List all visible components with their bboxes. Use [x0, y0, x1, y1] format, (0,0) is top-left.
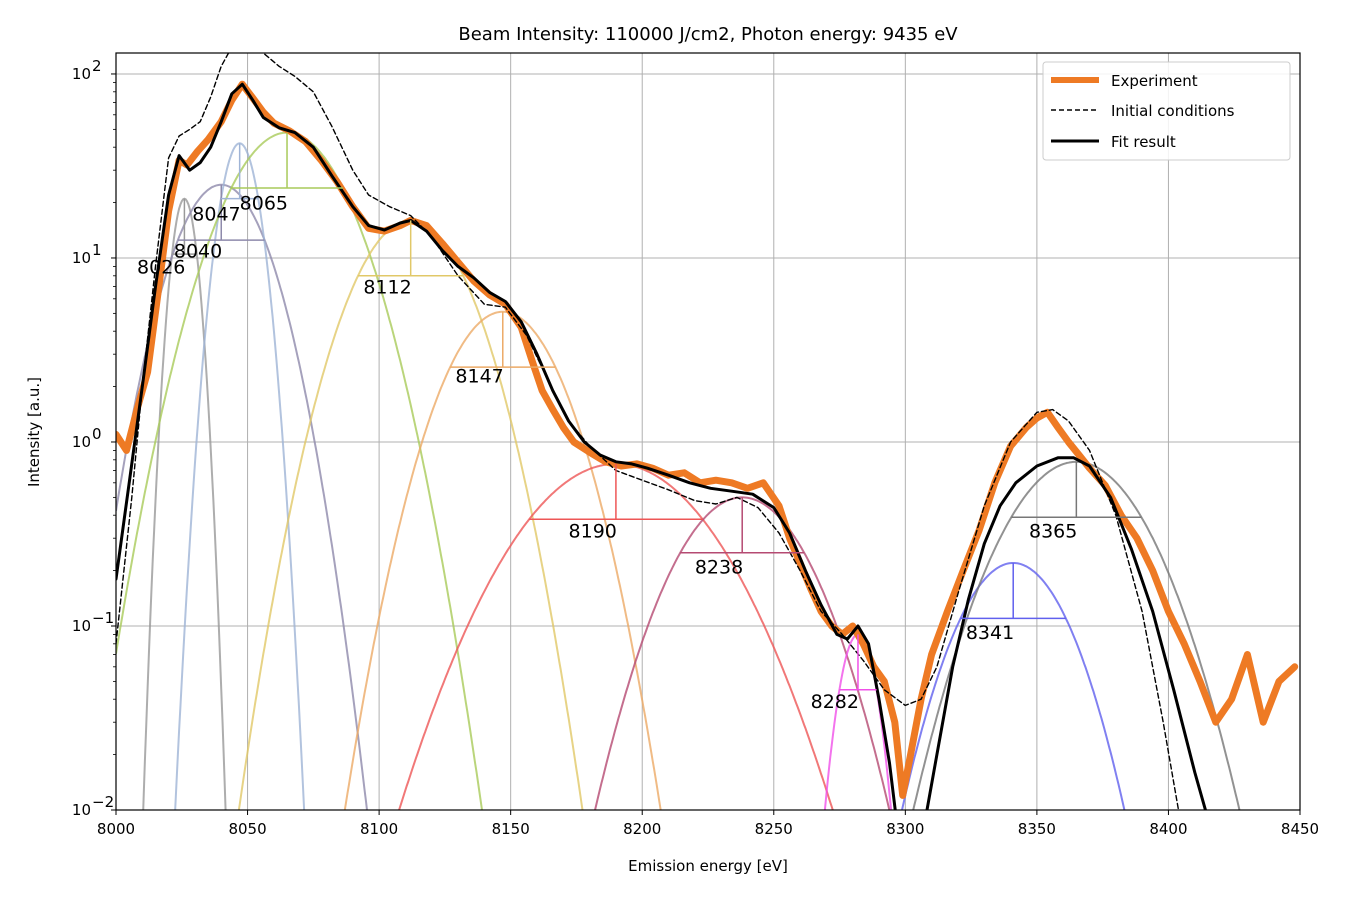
x-tick-label: 8050 [228, 820, 266, 838]
peak-label: 8112 [363, 276, 411, 298]
y-tick-exponent: 0 [92, 425, 102, 443]
series-layer [116, 53, 1299, 810]
peak-label: 8065 [240, 193, 288, 215]
legend-box [1042, 61, 1291, 161]
legend-label-fit: Fit result [1111, 133, 1176, 151]
peak-label: 8238 [695, 557, 743, 579]
peak-label: 8282 [811, 691, 859, 713]
y-tick-label: 10 [72, 801, 91, 819]
x-tick-label: 8000 [97, 820, 135, 838]
x-tick-label: 8250 [755, 820, 793, 838]
peak-label: 8026 [137, 256, 185, 278]
x-tick-label: 8150 [492, 820, 530, 838]
series-line [116, 82, 897, 810]
y-tick-label: 10 [72, 249, 91, 267]
ticks-layer: 8000 8050 8100 8150 8200 8250 8300 8350 8400 8450… [72, 57, 1319, 838]
y-tick-label: 10 [72, 433, 91, 451]
x-tick-label: 8200 [623, 820, 661, 838]
peak-label: 8190 [569, 521, 617, 543]
peak-label: 8040 [174, 240, 222, 262]
legend: Experiment Initial conditions Fit result [1042, 61, 1291, 161]
peak-label: 8047 [192, 203, 240, 225]
x-tick-label: 8100 [360, 820, 398, 838]
x-tick-label: 8350 [1018, 820, 1056, 838]
x-tick-label: 8400 [1149, 820, 1187, 838]
peak-label: 8365 [1029, 521, 1077, 543]
peak-label: 8341 [966, 622, 1014, 644]
y-tick-exponent: 2 [92, 57, 102, 75]
x-tick-label: 8450 [1281, 820, 1319, 838]
chart-title: Beam Intensity: 110000 J/cm2, Photon ene… [458, 24, 958, 45]
series-line [116, 80, 1299, 799]
y-tick-label: 10 [72, 617, 91, 635]
legend-label-initial: Initial conditions [1111, 102, 1235, 120]
y-tick-exponent: −2 [92, 793, 114, 811]
series-line [925, 456, 1208, 810]
y-tick-exponent: 1 [92, 241, 102, 259]
y-tick-label: 10 [72, 65, 91, 83]
x-axis-label: Emission energy [eV] [628, 857, 788, 875]
x-tick-label: 8300 [886, 820, 924, 838]
y-axis-label: Intensity [a.u.] [25, 377, 43, 487]
legend-label-experiment: Experiment [1111, 72, 1198, 90]
y-tick-exponent: −1 [92, 609, 114, 627]
peak-label: 8147 [455, 365, 503, 387]
plot-frame [115, 52, 1301, 811]
